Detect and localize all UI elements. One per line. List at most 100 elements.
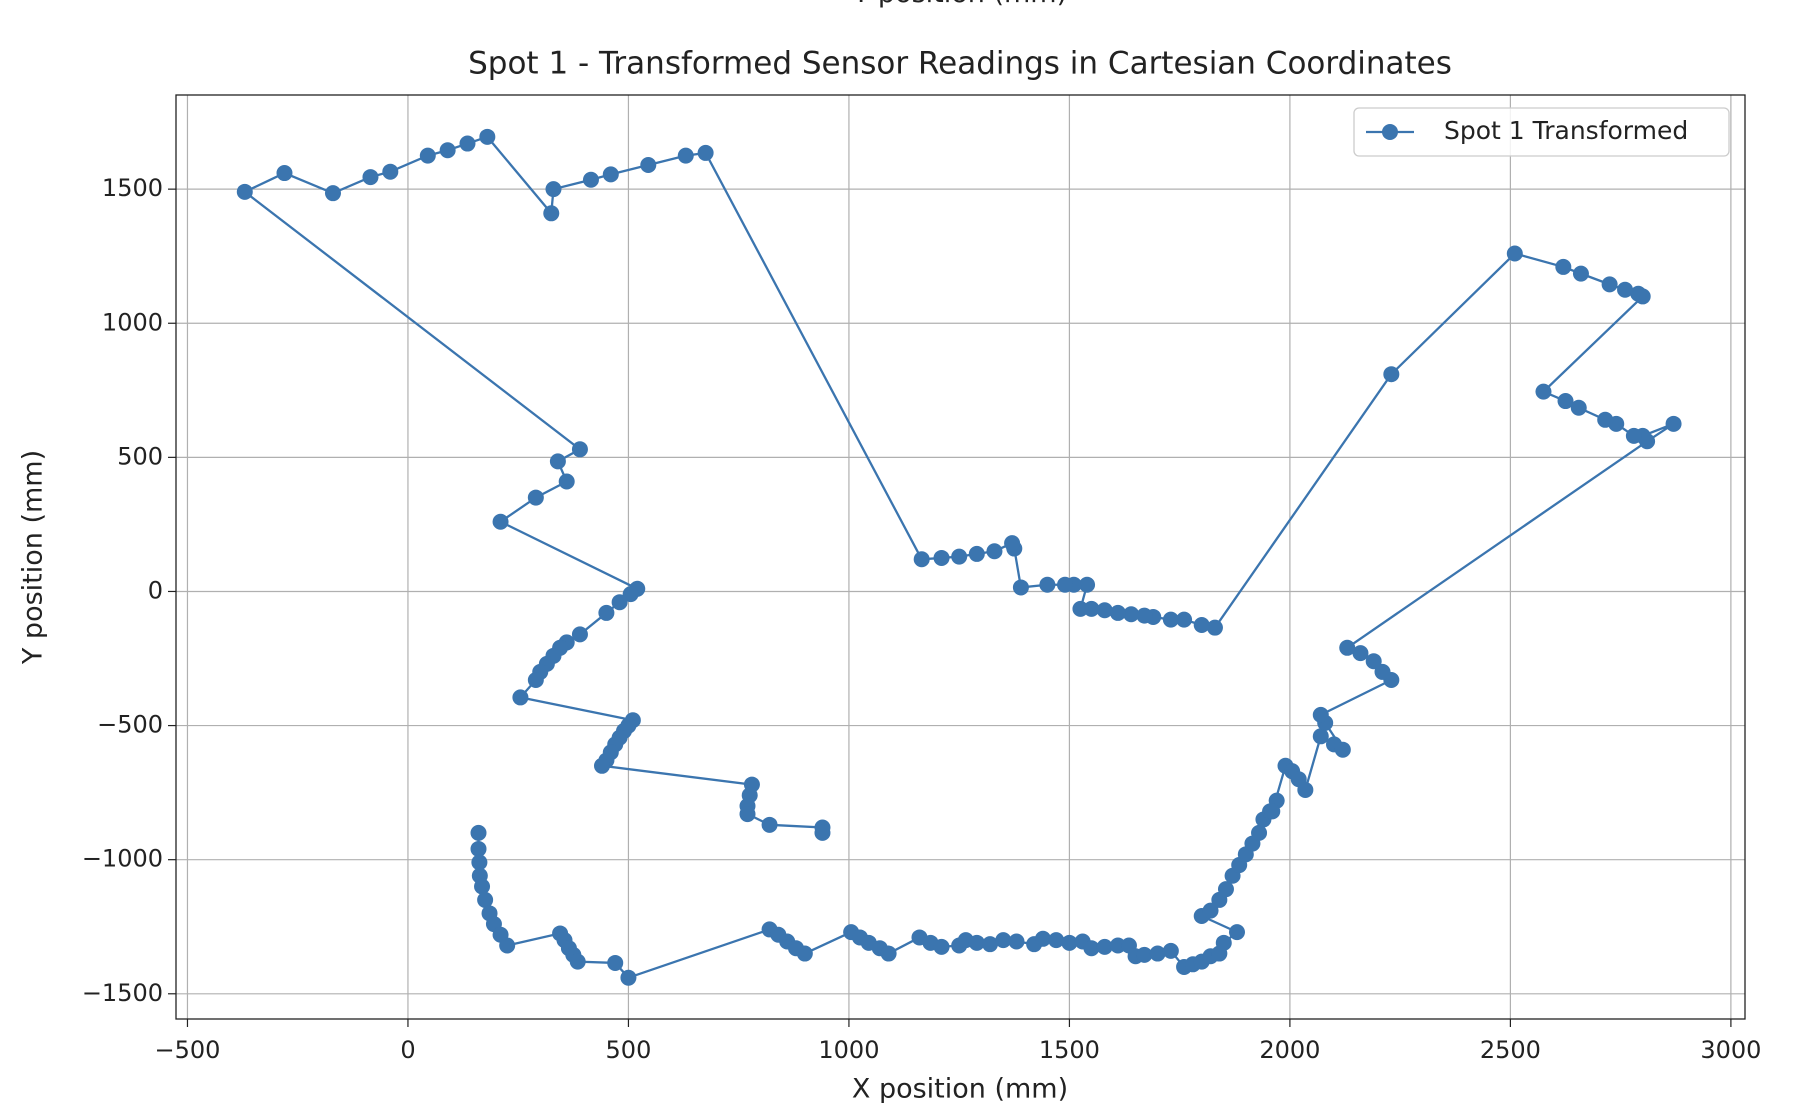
- data-point: [1004, 535, 1021, 552]
- data-point: [324, 185, 341, 202]
- data-point: [571, 441, 588, 458]
- data-point: [1217, 881, 1234, 898]
- data-point: [1597, 411, 1614, 428]
- data-point: [1048, 932, 1065, 949]
- data-point: [1570, 399, 1587, 416]
- data-point: [543, 205, 560, 222]
- data-point: [933, 549, 950, 566]
- x-tick-label: 2500: [1480, 1036, 1541, 1064]
- data-point: [1535, 383, 1552, 400]
- data-point: [1162, 611, 1179, 628]
- data-point: [1352, 645, 1369, 662]
- data-point: [471, 854, 488, 871]
- data-point: [1072, 600, 1089, 617]
- data-point: [761, 816, 778, 833]
- data-point: [1630, 285, 1647, 302]
- data-point: [1555, 258, 1572, 275]
- data-point: [362, 169, 379, 186]
- data-point: [1202, 902, 1219, 919]
- data-point: [1601, 276, 1618, 293]
- data-point: [1339, 639, 1356, 656]
- data-point: [1176, 611, 1193, 628]
- data-point: [1008, 933, 1025, 950]
- data-point: [1334, 741, 1351, 758]
- data-point: [1665, 415, 1682, 432]
- data-point: [1251, 824, 1268, 841]
- data-point: [582, 171, 599, 188]
- data-point: [1096, 602, 1113, 619]
- data-point: [933, 938, 950, 955]
- y-tick-label: 1000: [102, 308, 163, 336]
- data-point: [1079, 576, 1096, 593]
- data-point: [880, 945, 897, 962]
- data-point: [1264, 803, 1281, 820]
- data-point: [479, 128, 496, 145]
- data-point: [545, 181, 562, 198]
- data-point: [814, 824, 831, 841]
- data-point: [558, 473, 575, 490]
- data-point: [1312, 728, 1329, 745]
- data-point: [1215, 934, 1232, 951]
- data-point: [499, 937, 516, 954]
- data-point: [1149, 945, 1166, 962]
- data-point: [951, 548, 968, 565]
- data-point: [419, 147, 436, 164]
- data-point: [1123, 606, 1140, 623]
- y-tick-label: 0: [148, 576, 163, 604]
- data-point: [1034, 930, 1051, 947]
- data-point: [1228, 924, 1245, 941]
- data-point: [697, 144, 714, 161]
- data-point: [492, 513, 509, 530]
- data-point: [470, 840, 487, 857]
- y-tick-label: −500: [97, 711, 163, 739]
- data-point: [382, 163, 399, 180]
- data-point: [1109, 604, 1126, 621]
- data-point: [796, 945, 813, 962]
- data-point: [1039, 576, 1056, 593]
- data-point: [1625, 427, 1642, 444]
- data-point: [549, 453, 566, 470]
- data-point: [527, 489, 544, 506]
- data-point: [593, 757, 610, 774]
- data-point: [477, 891, 494, 908]
- data-point: [527, 671, 544, 688]
- data-point: [598, 604, 615, 621]
- legend-label: Spot 1 Transformed: [1444, 116, 1688, 145]
- data-point: [470, 824, 487, 841]
- data-point: [571, 626, 588, 643]
- data-point: [1617, 281, 1634, 298]
- data-point: [1083, 940, 1100, 957]
- data-point: [602, 166, 619, 183]
- clipped-label: Y position (mm): [852, 0, 1067, 9]
- data-point: [439, 142, 456, 159]
- data-point: [913, 551, 930, 568]
- data-point: [968, 545, 985, 562]
- data-point: [1136, 946, 1153, 963]
- data-point: [459, 135, 476, 152]
- x-tick-label: 1500: [1039, 1036, 1100, 1064]
- x-tick-label: 3000: [1700, 1036, 1761, 1064]
- data-point: [1136, 607, 1153, 624]
- x-tick-label: 2000: [1259, 1036, 1320, 1064]
- data-point: [1162, 942, 1179, 959]
- data-point: [968, 934, 985, 951]
- data-point: [986, 543, 1003, 560]
- data-point: [607, 954, 624, 971]
- y-tick-label: −1500: [82, 979, 163, 1007]
- data-point: [1061, 934, 1078, 951]
- data-point: [1383, 366, 1400, 383]
- data-point: [1312, 706, 1329, 723]
- y-tick-label: −1000: [82, 845, 163, 873]
- data-point: [1012, 579, 1029, 596]
- data-point: [474, 878, 491, 895]
- data-point: [1096, 938, 1113, 955]
- x-tick-label: 1000: [818, 1036, 879, 1064]
- data-point: [1374, 663, 1391, 680]
- data-point: [276, 165, 293, 182]
- data-point: [677, 147, 694, 164]
- data-point: [640, 157, 657, 174]
- data-point: [1365, 653, 1382, 670]
- data-point: [1083, 600, 1100, 617]
